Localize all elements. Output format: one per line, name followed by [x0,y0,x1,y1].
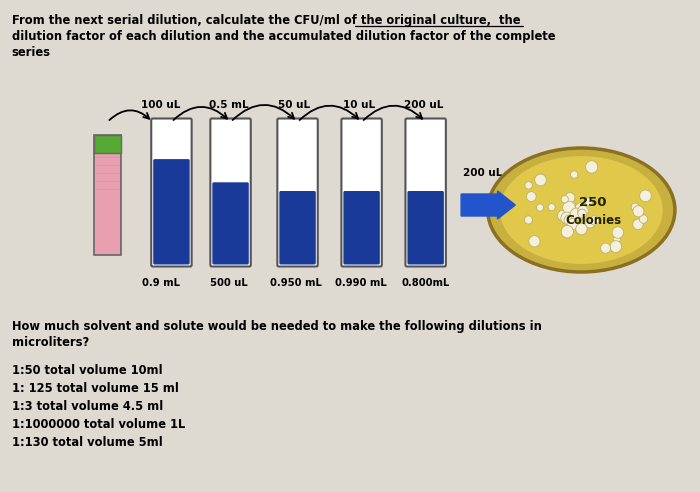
Circle shape [613,235,620,243]
Circle shape [578,209,587,218]
Circle shape [575,203,587,215]
Circle shape [535,174,546,186]
Bar [94,135,121,153]
Text: 0.5 mL: 0.5 mL [209,100,248,110]
Circle shape [563,201,575,214]
FancyBboxPatch shape [212,183,248,265]
Text: 250: 250 [580,195,607,209]
Circle shape [576,223,587,235]
FancyBboxPatch shape [153,159,190,265]
Text: 50 uL: 50 uL [278,100,309,110]
Text: 10 uL: 10 uL [342,100,375,110]
Circle shape [568,202,576,210]
Circle shape [573,209,584,220]
Circle shape [525,182,532,189]
Text: dilution factor of each dilution and the accumulated dilution factor of the comp: dilution factor of each dilution and the… [12,30,555,43]
Text: 1:130 total volume 5ml: 1:130 total volume 5ml [12,436,162,449]
Ellipse shape [488,148,675,272]
Circle shape [564,215,574,225]
Text: 1: 125 total volume 15 ml: 1: 125 total volume 15 ml [12,382,178,395]
FancyBboxPatch shape [277,119,318,267]
Text: 1:50 total volume 10ml: 1:50 total volume 10ml [12,364,162,377]
Text: series: series [12,46,51,59]
FancyBboxPatch shape [279,191,316,265]
Bar [94,135,121,255]
Text: 1:1000000 total volume 1L: 1:1000000 total volume 1L [12,418,185,431]
Circle shape [561,196,568,203]
Text: 200 uL: 200 uL [404,100,443,110]
Text: microliters?: microliters? [12,336,89,349]
Circle shape [548,204,555,211]
Text: How much solvent and solute would be needed to make the following dilutions in: How much solvent and solute would be nee… [12,320,542,333]
Text: 0.990 mL: 0.990 mL [335,278,386,288]
Text: 200 uL: 200 uL [463,168,503,178]
Ellipse shape [500,156,663,264]
Text: 500 uL: 500 uL [210,278,248,288]
Text: 0.800mL: 0.800mL [402,278,450,288]
Circle shape [586,161,598,173]
Circle shape [524,216,533,224]
Circle shape [590,216,599,225]
Text: Colonies: Colonies [565,214,621,226]
Circle shape [536,204,544,211]
Circle shape [639,215,648,223]
FancyBboxPatch shape [407,191,444,265]
Circle shape [526,191,536,202]
Circle shape [567,218,578,230]
FancyBboxPatch shape [211,119,251,267]
Circle shape [601,243,610,253]
Text: 1:3 total volume 4.5 ml: 1:3 total volume 4.5 ml [12,400,163,413]
Circle shape [584,197,593,206]
Circle shape [561,212,573,224]
Circle shape [631,203,639,211]
Circle shape [610,241,622,252]
FancyBboxPatch shape [344,191,380,265]
Circle shape [561,225,573,238]
Circle shape [565,192,575,203]
Circle shape [578,208,587,216]
Text: 0.9 mL: 0.9 mL [141,278,180,288]
Circle shape [570,171,578,178]
Circle shape [557,210,568,221]
FancyArrow shape [461,191,515,219]
FancyBboxPatch shape [151,119,192,267]
Circle shape [578,206,589,216]
Circle shape [640,190,651,202]
Circle shape [585,218,595,228]
Circle shape [568,201,575,209]
Circle shape [528,236,540,247]
Circle shape [612,227,624,238]
Circle shape [570,208,582,220]
Circle shape [633,206,644,217]
Circle shape [536,174,546,184]
Circle shape [568,207,578,217]
FancyBboxPatch shape [342,119,382,267]
FancyBboxPatch shape [405,119,446,267]
Circle shape [633,219,643,230]
Text: From the next serial dilution, calculate the CFU/ml of the original culture,  th: From the next serial dilution, calculate… [12,14,520,27]
Text: 100 uL: 100 uL [141,100,181,110]
Text: 0.950 mL: 0.950 mL [270,278,321,288]
